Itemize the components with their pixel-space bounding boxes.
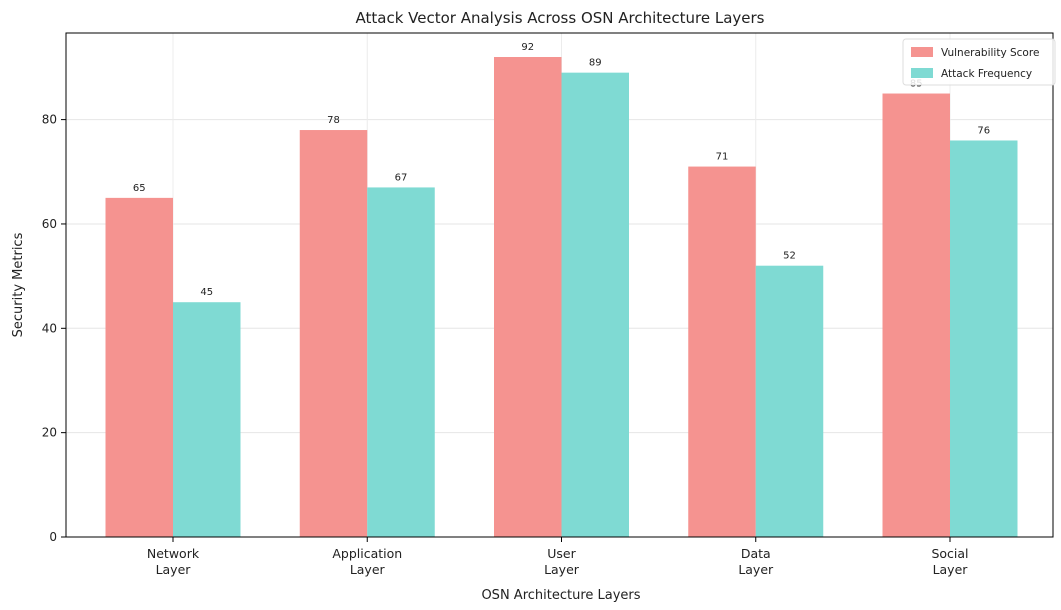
x-tick-label: Data — [741, 546, 771, 561]
bar-attack-frequency — [561, 72, 629, 538]
bar-value-label: 78 — [327, 115, 340, 126]
plot-frame — [65, 32, 1054, 538]
x-tick-label: Layer — [156, 562, 192, 577]
y-axis-label: Security Metrics — [11, 232, 26, 337]
bar-vulnerability-score — [494, 57, 562, 537]
x-axis-label: OSN Architecture Layers — [481, 588, 640, 603]
bar-attack-frequency — [173, 302, 241, 537]
bar-value-label: 92 — [521, 42, 534, 53]
legend-label-vulnerability-score: Vulnerability Score — [941, 47, 1039, 59]
x-tick-label: Social — [931, 546, 968, 561]
bar-attack-frequency — [367, 187, 435, 537]
bar-vulnerability-score — [688, 166, 756, 537]
legend-label-attack-frequency: Attack Frequency — [941, 68, 1032, 80]
bar-value-label: 71 — [716, 152, 729, 163]
bar-attack-frequency — [950, 140, 1018, 537]
legend-box — [902, 38, 1056, 86]
y-tick-label: 80 — [42, 113, 57, 127]
bar-value-label: 65 — [133, 183, 146, 194]
bar-vulnerability-score — [882, 93, 950, 538]
y-tick-label: 0 — [49, 530, 57, 544]
bar-value-label: 76 — [977, 125, 990, 136]
x-tick-label: Layer — [933, 562, 969, 577]
bar-attack-frequency — [755, 265, 824, 537]
x-tick-label: Layer — [738, 562, 774, 577]
bar-value-label: 45 — [200, 287, 213, 298]
x-tick-label: Network — [147, 546, 200, 561]
bar-vulnerability-score — [299, 130, 368, 538]
bar-vulnerability-score — [105, 197, 173, 537]
x-tick-label: Application — [332, 546, 402, 561]
y-tick-label: 60 — [42, 217, 57, 231]
x-tick-label: Layer — [350, 562, 386, 577]
bar-value-label: 89 — [589, 58, 602, 69]
axis-ticks: 020406080NetworkLayerApplicationLayerUse… — [42, 113, 969, 577]
bars — [105, 57, 1018, 538]
y-tick-label: 40 — [42, 321, 57, 335]
legend-swatch-vulnerability-score — [911, 47, 933, 57]
x-tick-label: Layer — [544, 562, 580, 577]
y-tick-label: 20 — [42, 426, 57, 440]
chart-title: Attack Vector Analysis Across OSN Archit… — [356, 9, 765, 27]
legend-swatch-attack-frequency — [911, 68, 933, 78]
x-tick-label: User — [547, 546, 576, 561]
bar-value-label: 67 — [395, 172, 408, 183]
bar-value-label: 52 — [783, 251, 796, 262]
legend: Vulnerability Score Attack Frequency — [902, 38, 1056, 86]
